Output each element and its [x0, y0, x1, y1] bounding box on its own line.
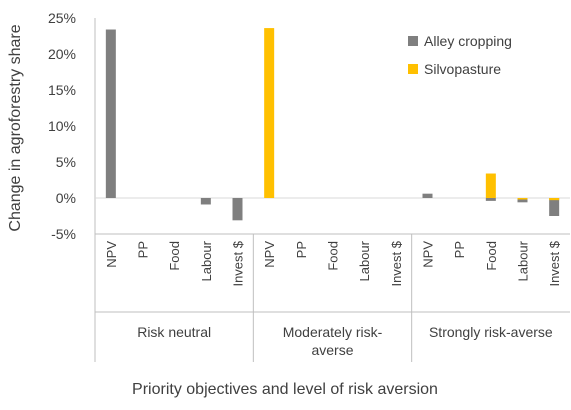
bar: [549, 198, 560, 216]
bar: [549, 198, 560, 201]
legend-swatch: [408, 36, 418, 46]
bar: [232, 198, 243, 221]
bar: [105, 29, 116, 198]
y-tick-label: 15%: [48, 82, 76, 98]
category-label: PP: [136, 241, 151, 258]
y-tick-label: 10%: [48, 118, 76, 134]
group-label: Risk neutral: [137, 324, 211, 340]
category-label: NPV: [262, 241, 277, 268]
bar: [485, 198, 496, 201]
category-label: NPV: [421, 241, 436, 268]
y-tick-label: -5%: [51, 226, 76, 242]
category-label: PP: [452, 241, 467, 258]
bar: [422, 193, 433, 198]
legend-label: Alley cropping: [424, 33, 512, 49]
y-tick-label: 25%: [48, 10, 76, 26]
legend-label: Silvopasture: [424, 61, 501, 77]
group-label: Moderately risk-: [283, 324, 383, 340]
category-label: Food: [167, 241, 182, 271]
category-label: Food: [484, 241, 499, 271]
bar: [200, 198, 211, 205]
y-axis-title: Change in agroforestry share: [7, 24, 24, 231]
category-label: Invest $: [389, 240, 404, 286]
y-tick-label: 20%: [48, 46, 76, 62]
category-label: PP: [294, 241, 309, 258]
x-axis-title: Priority objectives and level of risk av…: [132, 381, 438, 398]
bar: [264, 28, 275, 198]
category-label: Invest $: [231, 240, 246, 286]
category-label: Labour: [516, 240, 531, 281]
group-label: averse: [311, 342, 353, 358]
bar: [485, 173, 496, 198]
y-tick-label: 0%: [56, 190, 76, 206]
category-label: NPV: [104, 241, 119, 268]
y-tick-label: 5%: [56, 154, 76, 170]
legend-swatch: [408, 64, 418, 74]
group-label: Strongly risk-averse: [429, 324, 553, 340]
category-label: Labour: [357, 240, 372, 281]
bar: [517, 198, 528, 200]
category-label: Invest $: [547, 240, 562, 286]
category-label: Food: [326, 241, 341, 271]
bar: [517, 198, 528, 203]
category-label: Labour: [199, 240, 214, 281]
